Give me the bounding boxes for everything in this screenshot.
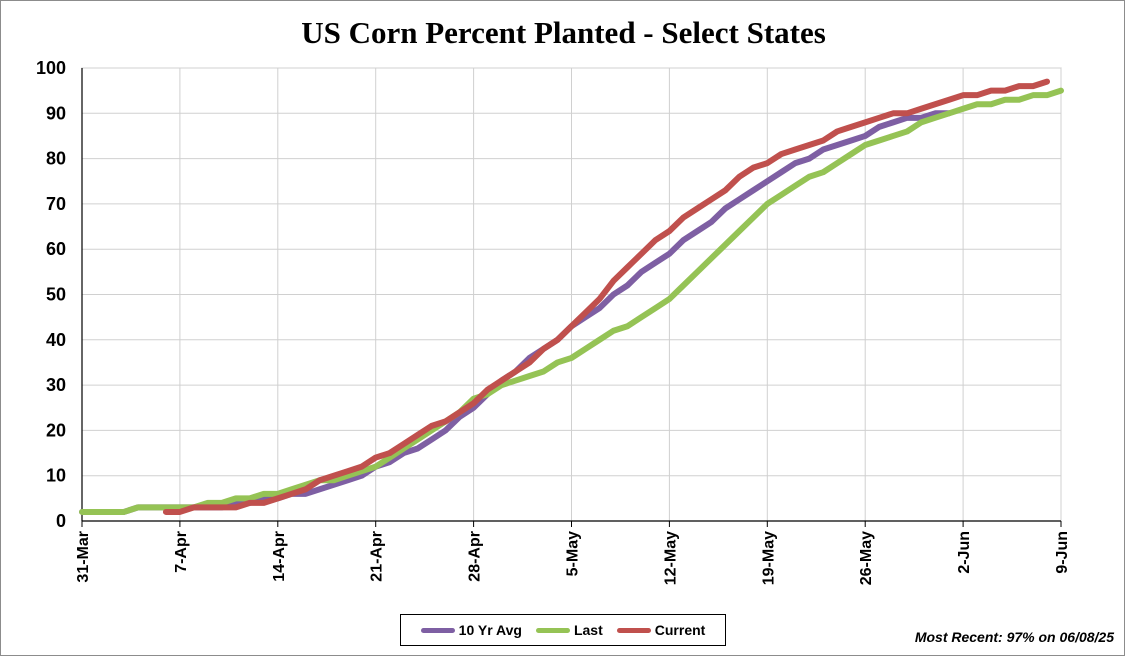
legend-label-current: Current [654, 622, 706, 638]
grid-layer [81, 67, 1062, 522]
y-tick-label-60: 60 [46, 239, 66, 259]
y-tick-label-30: 30 [46, 375, 66, 395]
series-line-current [162, 78, 1051, 515]
axis-layer [81, 68, 1062, 527]
legend-swatch-last [535, 627, 570, 633]
y-tick-label-50: 50 [46, 285, 66, 305]
x-tick-label-31-mar: 31-Mar [75, 531, 92, 583]
y-tick-label-0: 0 [56, 511, 66, 531]
x-tick-label-26-may: 26-May [858, 531, 875, 585]
y-tick-label-20: 20 [46, 420, 66, 440]
legend-item-current: Current [616, 622, 706, 638]
legend-label-last: Last [573, 622, 603, 638]
x-tick-label-5-may: 5-May [565, 531, 582, 576]
legend-label-10-yr-avg: 10 Yr Avg [458, 622, 522, 638]
legend-swatch-current [616, 627, 651, 633]
legend-swatch-10-yr-avg [420, 627, 455, 633]
most-recent-note: Most Recent: 97% on 06/08/25 [914, 629, 1114, 645]
x-tick-label-2-jun: 2-Jun [956, 531, 973, 574]
tick-label-layer: 0 10 20 30 40 50 60 70 80 90 100 31-Mar 7-Apr 14-Apr 2… [36, 58, 1071, 585]
x-tick-label-21-apr: 21-Apr [369, 531, 386, 582]
chart-title: US Corn Percent Planted - Select States [301, 15, 826, 50]
y-tick-label-40: 40 [46, 330, 66, 350]
y-tick-label-80: 80 [46, 149, 66, 169]
x-tick-label-9-jun: 9-Jun [1054, 531, 1071, 574]
legend-item-last: Last [535, 622, 603, 638]
y-tick-label-90: 90 [46, 103, 66, 123]
y-tick-label-100: 100 [36, 58, 66, 78]
x-tick-label-28-apr: 28-Apr [467, 531, 484, 582]
x-tick-label-19-may: 19-May [760, 531, 777, 585]
y-tick-label-70: 70 [46, 194, 66, 214]
y-tick-label-10: 10 [46, 466, 66, 486]
x-tick-label-7-apr: 7-Apr [173, 531, 190, 573]
x-tick-label-12-may: 12-May [662, 531, 679, 585]
legend-item-10-yr-avg: 10 Yr Avg [420, 622, 522, 638]
x-tick-label-14-apr: 14-Apr [271, 531, 288, 582]
series-layer [79, 78, 1064, 515]
chart-legend: 10 Yr Avg Last Current [400, 614, 726, 646]
series-line-last [79, 87, 1064, 515]
